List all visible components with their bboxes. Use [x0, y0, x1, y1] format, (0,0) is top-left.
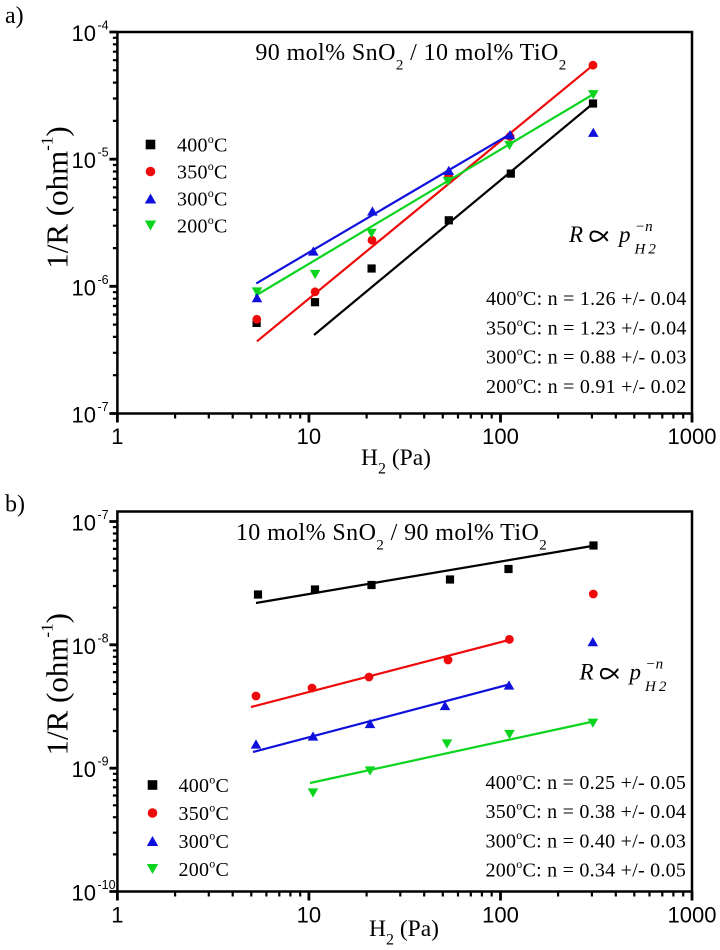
svg-text:400oC: n = 1.26 +/- 0.04: 400oC: n = 1.26 +/- 0.04 [486, 286, 687, 311]
svg-text:200oC: n = 0.91 +/- 0.02: 200oC: n = 0.91 +/- 0.02 [486, 373, 687, 398]
svg-text:10: 10 [297, 903, 321, 928]
svg-text:10: 10 [72, 511, 96, 536]
svg-text:1000: 1000 [668, 424, 717, 449]
svg-text:-4: -4 [98, 19, 109, 33]
svg-text:p: p [628, 659, 642, 684]
svg-text:1: 1 [111, 903, 123, 928]
svg-text:400oC: n = 0.25 +/- 0.05: 400oC: n = 0.25 +/- 0.05 [486, 770, 687, 795]
svg-text:R: R [568, 222, 583, 247]
svg-text:350oC: n = 0.38 +/- 0.04: 350oC: n = 0.38 +/- 0.04 [486, 799, 687, 824]
svg-text:-7: -7 [98, 508, 109, 522]
svg-text:100: 100 [482, 903, 519, 928]
svg-text:10: 10 [72, 148, 96, 173]
svg-text:100: 100 [482, 424, 519, 449]
svg-text:p: p [617, 222, 631, 247]
svg-text:300oC: 300oC [179, 829, 230, 854]
svg-text:10: 10 [72, 21, 96, 46]
svg-text:10: 10 [72, 403, 96, 428]
svg-text:-10: -10 [98, 878, 116, 892]
svg-text:300oC: 300oC [177, 186, 228, 211]
svg-text:1000: 1000 [668, 903, 717, 928]
svg-text:200oC: 200oC [177, 213, 228, 238]
svg-text:1/R (ohm-1): 1/R (ohm-1) [38, 613, 75, 755]
svg-text:10: 10 [72, 881, 96, 906]
svg-text:H 2: H 2 [644, 679, 667, 695]
svg-text:200oC: 200oC [179, 857, 230, 882]
svg-text:1: 1 [111, 424, 123, 449]
svg-text:R: R [579, 659, 594, 684]
svg-text:400oC: 400oC [179, 773, 230, 798]
svg-text:350oC: 350oC [177, 159, 228, 184]
svg-text:-8: -8 [98, 631, 109, 645]
svg-text:b): b) [5, 492, 25, 518]
svg-text:10: 10 [72, 275, 96, 300]
svg-text:-6: -6 [98, 273, 109, 287]
svg-text:350oC: n = 1.23 +/- 0.04: 350oC: n = 1.23 +/- 0.04 [486, 315, 687, 340]
svg-text:10: 10 [72, 634, 96, 659]
svg-text:300oC: n = 0.88 +/- 0.03: 300oC: n = 0.88 +/- 0.03 [486, 344, 687, 369]
svg-text:10: 10 [72, 757, 96, 782]
svg-text:-7: -7 [98, 400, 109, 414]
svg-text:-9: -9 [98, 755, 109, 769]
svg-text:200oC: n = 0.34 +/- 0.05: 200oC: n = 0.34 +/- 0.05 [486, 857, 687, 882]
svg-text:−n: −n [635, 219, 653, 235]
svg-text:400oC: 400oC [177, 132, 228, 157]
svg-text:10: 10 [297, 424, 321, 449]
svg-text:300oC: n = 0.40 +/- 0.03: 300oC: n = 0.40 +/- 0.03 [486, 828, 687, 853]
svg-text:H 2: H 2 [634, 242, 657, 258]
svg-text:350oC: 350oC [179, 801, 230, 826]
svg-text:−n: −n [646, 656, 664, 672]
svg-text:a): a) [5, 3, 24, 29]
svg-text:-5: -5 [98, 146, 109, 160]
